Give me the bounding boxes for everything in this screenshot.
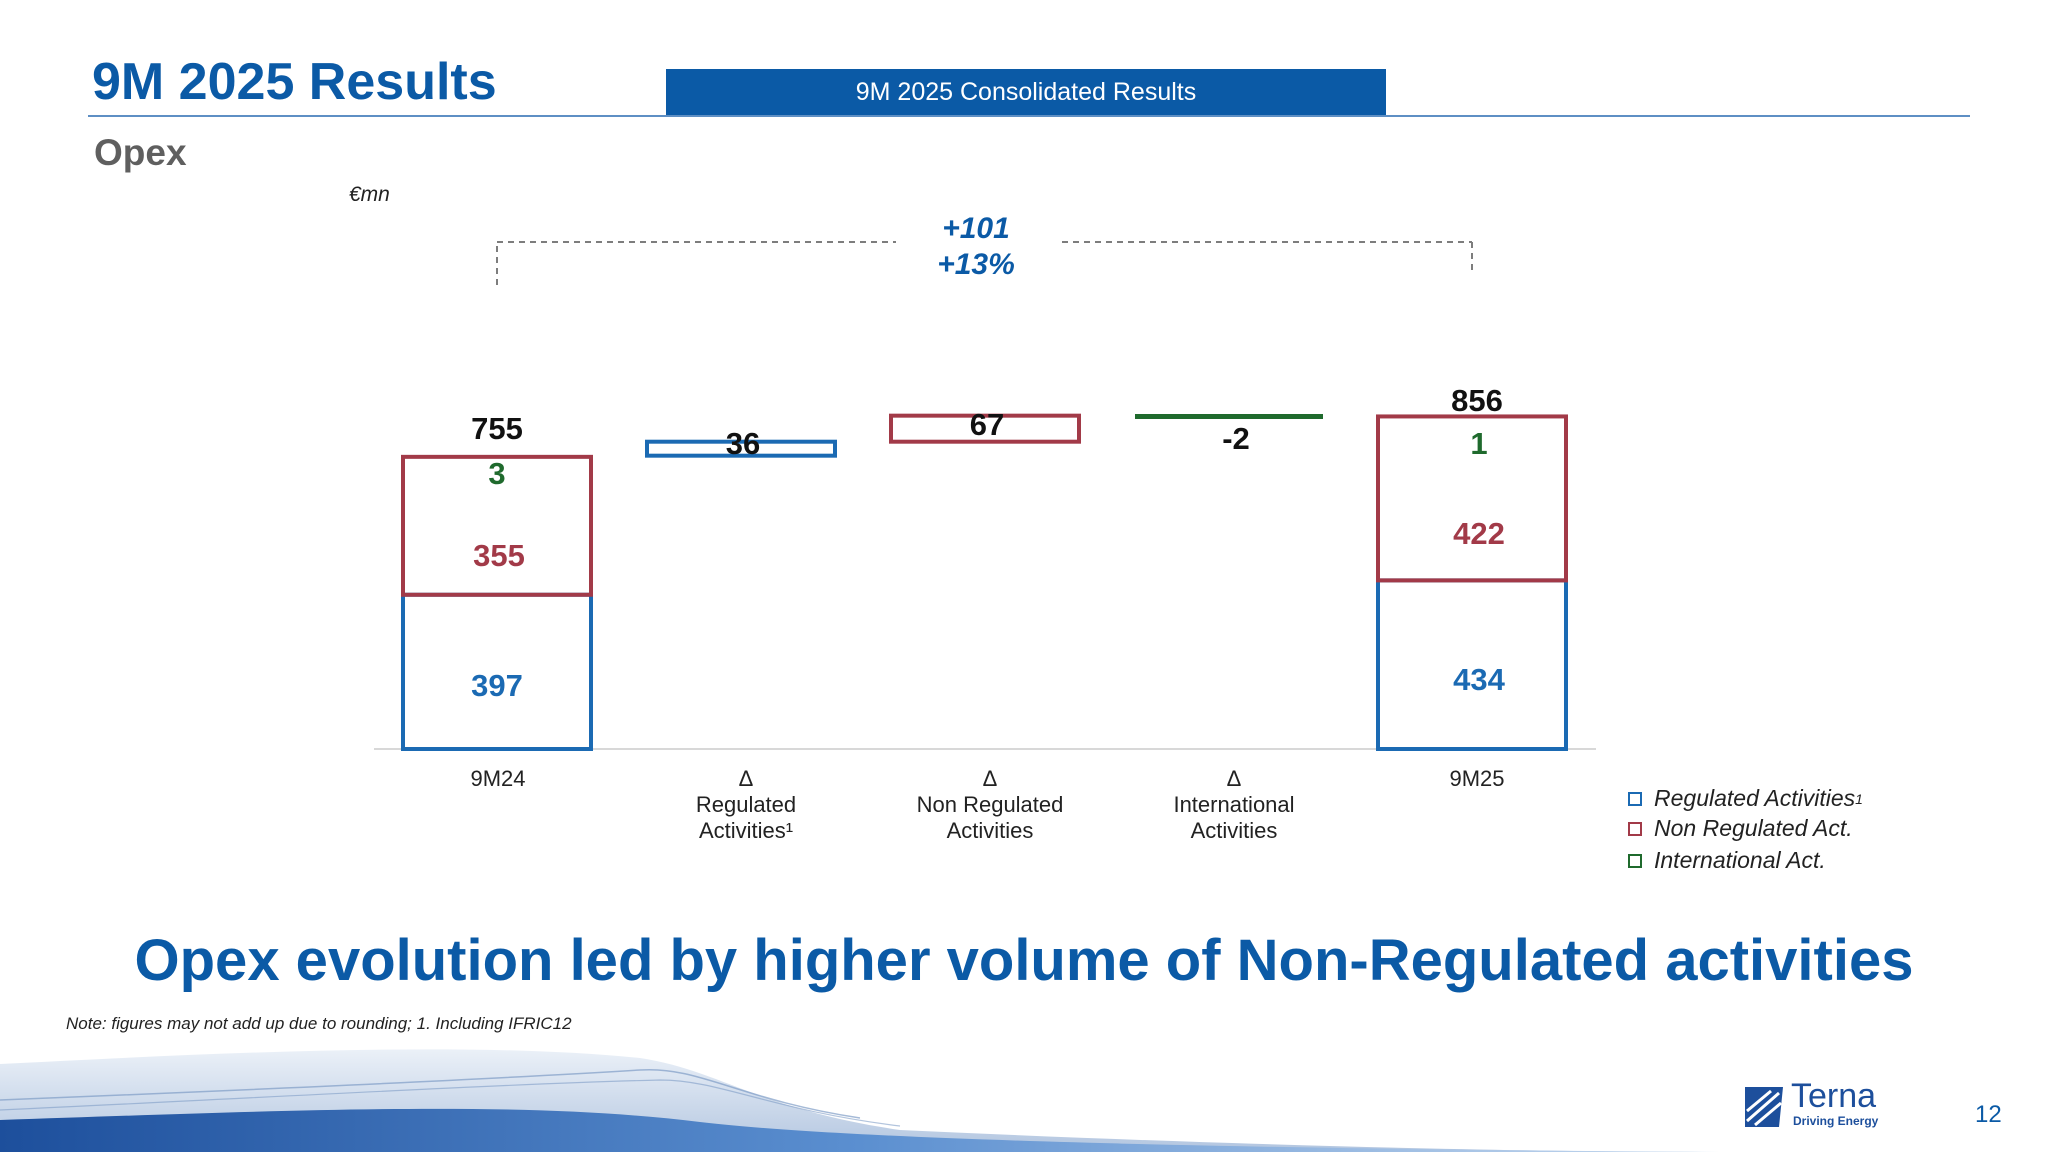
page-subtitle: Opex <box>94 132 187 173</box>
category-label-delta-regulated: Δ Regulated Activities¹ <box>636 766 856 844</box>
segment-label-9m25-international: 1 <box>1470 426 1488 461</box>
legend-footnote-mark: 1 <box>1855 790 1863 807</box>
delta-symbol: Δ <box>1226 766 1242 791</box>
footnote: Note: figures may not add up due to roun… <box>66 1014 572 1033</box>
step-label-international: -2 <box>1222 421 1250 456</box>
bar-9m24-nonregulated <box>401 454 593 597</box>
legend-item-regulated: Regulated Activities 1 <box>1628 787 1863 810</box>
legend-swatch-regulated <box>1628 791 1642 806</box>
step-label-nonregulated: 67 <box>969 407 1005 442</box>
category-label-9m25: 9M25 <box>1449 766 1505 791</box>
terna-logo: Terna Driving Energy <box>1743 1079 1913 1136</box>
category-label-delta-nonregulated: Δ Non Regulated Activities <box>880 766 1100 844</box>
segment-label-9m24-nonregulated: 355 <box>473 538 525 573</box>
bar-9m25-nonregulated <box>1376 414 1568 583</box>
logo-wordmark: Terna <box>1791 1077 1877 1115</box>
delta-symbol: Δ <box>982 766 998 791</box>
bridge-delta-pct: +13% <box>937 248 1015 281</box>
category-sublabel-international: International Activities <box>1173 792 1295 843</box>
segment-label-9m24-regulated: 397 <box>471 668 523 703</box>
segment-label-9m24-international: 3 <box>488 456 506 491</box>
chart-unit: €mn <box>349 183 390 206</box>
category-sublabel-regulated: Regulated Activities¹ <box>695 792 797 843</box>
legend-item-nonregulated: Non Regulated Act. <box>1628 817 1853 840</box>
legend-label-international: International Act. <box>1654 847 1826 873</box>
category-label-9m24: 9M24 <box>470 766 526 791</box>
total-label-9m25: 856 <box>1451 383 1503 418</box>
segment-label-9m25-regulated: 434 <box>1453 662 1505 697</box>
legend-item-international: International Act. <box>1628 849 1826 872</box>
delta-symbol: Δ <box>738 766 754 791</box>
key-message-headline: Opex evolution led by higher volume of N… <box>134 928 1914 993</box>
category-label-delta-international: Δ International Activities <box>1124 766 1344 844</box>
step-label-regulated: 36 <box>725 426 761 461</box>
segment-label-9m25-nonregulated: 422 <box>1453 516 1505 551</box>
page-number: 12 <box>1975 1101 2002 1128</box>
legend-swatch-international <box>1628 853 1642 868</box>
total-label-9m24: 755 <box>471 411 523 446</box>
page-title: 9M 2025 Results <box>92 53 497 111</box>
legend-swatch-nonregulated <box>1628 821 1642 836</box>
bridge-delta-abs: +101 <box>942 212 1010 245</box>
terna-logo-mark <box>1745 1087 1783 1127</box>
category-sublabel-nonregulated: Non Regulated Activities <box>916 792 1064 843</box>
header-divider <box>88 115 1970 117</box>
footer-wave-graphic <box>0 1049 1720 1152</box>
bar-delta-nonregulated <box>889 413 1081 444</box>
legend-label-nonregulated: Non Regulated Act. <box>1654 815 1853 841</box>
logo-tagline: Driving Energy <box>1793 1114 1879 1128</box>
section-banner: 9M 2025 Consolidated Results <box>666 69 1386 115</box>
legend-label-regulated: Regulated Activities <box>1654 785 1856 811</box>
bar-delta-regulated <box>645 439 837 458</box>
